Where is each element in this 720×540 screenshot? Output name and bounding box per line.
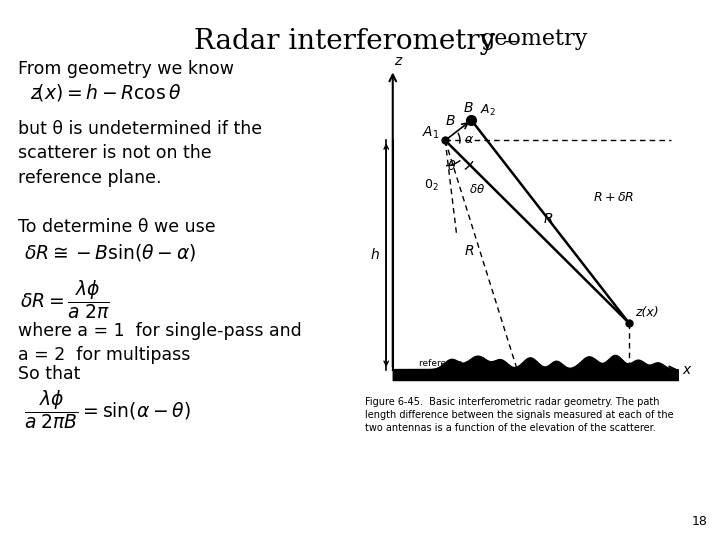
Text: $A_1$: $A_1$ (422, 125, 439, 141)
Text: 18: 18 (692, 515, 708, 528)
Text: So that: So that (18, 365, 81, 383)
Text: To determine θ we use: To determine θ we use (18, 218, 215, 236)
Text: $z\!\left(x\right)= h - R\cos\theta$: $z\!\left(x\right)= h - R\cos\theta$ (30, 82, 181, 103)
Text: reference plane: reference plane (419, 359, 490, 368)
Text: $0_2$: $0_2$ (424, 178, 438, 193)
Text: z: z (395, 54, 402, 68)
Text: $R+\delta R$: $R+\delta R$ (593, 191, 634, 204)
Text: B: B (446, 114, 455, 128)
Text: x: x (683, 363, 691, 377)
Text: R: R (544, 212, 553, 226)
Text: Figure 6-45.  Basic interferometric radar geometry. The path
length difference b: Figure 6-45. Basic interferometric radar… (365, 397, 674, 434)
Text: $\dfrac{\lambda\phi}{a\;2\pi B} = \sin\!\left(\alpha - \theta\right)$: $\dfrac{\lambda\phi}{a\;2\pi B} = \sin\!… (24, 388, 191, 431)
Text: Radar interferometry –: Radar interferometry – (194, 28, 526, 55)
Text: B: B (463, 101, 473, 114)
Text: h: h (370, 248, 379, 262)
Text: where a = 1  for single-pass and
a = 2  for multipass: where a = 1 for single-pass and a = 2 fo… (18, 322, 302, 364)
Text: $\delta R = \dfrac{\lambda\phi}{a\;2\pi}$: $\delta R = \dfrac{\lambda\phi}{a\;2\pi}… (20, 278, 109, 321)
Text: $A_2$: $A_2$ (480, 103, 495, 118)
Text: $\alpha$: $\alpha$ (464, 133, 474, 146)
Text: From geometry we know: From geometry we know (18, 60, 234, 78)
Text: R: R (465, 244, 474, 258)
Text: but θ is undetermined if the
scatterer is not on the
reference plane.: but θ is undetermined if the scatterer i… (18, 120, 262, 187)
Text: $\delta\theta$: $\delta\theta$ (469, 183, 485, 195)
Text: $\theta$: $\theta$ (447, 159, 456, 173)
Text: geometry: geometry (481, 28, 589, 50)
Text: $\delta R \cong -B\sin\!\left(\theta - \alpha\right)$: $\delta R \cong -B\sin\!\left(\theta - \… (24, 242, 196, 263)
Text: z(x): z(x) (635, 306, 659, 319)
